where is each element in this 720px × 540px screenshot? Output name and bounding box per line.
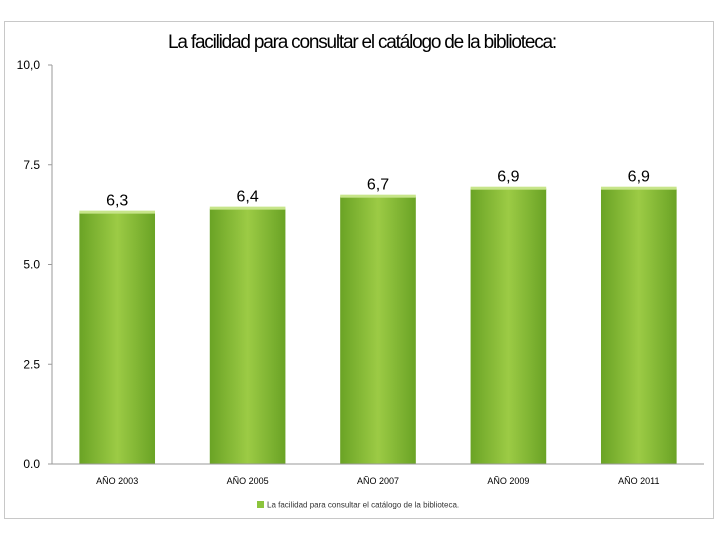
bars: 6,3 6,4 6,7 6,9 6,9 <box>79 169 677 465</box>
bar-top-highlight <box>79 210 156 214</box>
chart-title: La facilidad para consultar el catálogo … <box>168 32 556 53</box>
bar <box>79 212 156 464</box>
data-label: 6,7 <box>367 177 389 194</box>
bar-top-highlight <box>600 186 677 190</box>
data-label: 6,9 <box>497 169 519 186</box>
x-axis: AÑO 2003 AÑO 2005 AÑO 2007 AÑO 2009 AÑO 2011 <box>52 463 704 486</box>
bar-top-highlight <box>209 206 286 210</box>
legend: La facilidad para consultar el catálogo … <box>257 501 459 510</box>
y-tick-label: 5.0 <box>23 258 40 272</box>
bar-top-highlight <box>470 186 547 190</box>
y-tick-label: 7.5 <box>23 158 40 172</box>
x-tick-label: AÑO 2005 <box>227 476 269 486</box>
bar <box>600 188 677 464</box>
data-label: 6,9 <box>628 169 650 186</box>
data-label: 6,4 <box>236 189 258 206</box>
y-tick-label: 2.5 <box>23 357 40 371</box>
x-tick-label: AÑO 2003 <box>96 476 138 486</box>
y-tick-label: 0.0 <box>23 457 40 471</box>
legend-swatch <box>257 501 264 508</box>
data-label: 6,3 <box>106 193 128 210</box>
bar-top-highlight <box>340 194 416 198</box>
bar <box>209 208 286 464</box>
x-tick-label: AÑO 2007 <box>357 476 399 486</box>
bar <box>340 196 416 465</box>
bar <box>470 188 547 464</box>
y-axis: 0.0 2.5 5.0 7.5 10,0 <box>17 58 53 471</box>
y-tick-label: 10,0 <box>17 58 41 72</box>
x-tick-label: AÑO 2011 <box>618 476 659 486</box>
legend-label: La facilidad para consultar el catálogo … <box>267 501 459 510</box>
x-tick-label: AÑO 2009 <box>487 476 529 486</box>
